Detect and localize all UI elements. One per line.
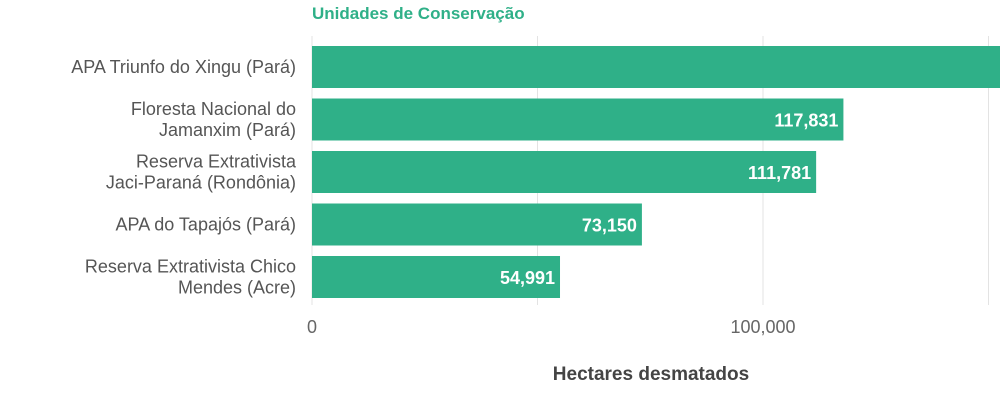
- bar-value-label: 54,991: [500, 268, 555, 288]
- category-label: Floresta Nacional do Jamanxim (Pará): [131, 99, 296, 140]
- category-label: APA do Tapajós (Pará): [116, 215, 296, 235]
- category-label: Reserva Extrativista Jaci-Paraná (Rondôni…: [106, 152, 297, 193]
- bar: [312, 98, 844, 141]
- bar: [312, 151, 817, 193]
- x-tick-label: 100,000: [730, 317, 795, 337]
- bar-value-label: 73,150: [582, 216, 637, 236]
- category-labels: APA Triunfo do Xingu (Pará) Floresta Naci…: [71, 57, 297, 298]
- category-label: APA Triunfo do Xingu (Pará): [71, 57, 296, 77]
- bar: [312, 203, 642, 246]
- x-tick-label: 0: [307, 317, 317, 337]
- category-label: Reserva Extrativista Chico Mendes (Acre): [85, 257, 296, 298]
- x-axis-title: Hectares desmatados: [553, 364, 749, 385]
- bar-value-label: 117,831: [774, 111, 838, 131]
- bar-value-label: 111,781: [748, 163, 811, 183]
- bar: [312, 46, 1000, 88]
- bar: [312, 256, 561, 298]
- chart-title: Unidades de Conservação: [312, 4, 525, 23]
